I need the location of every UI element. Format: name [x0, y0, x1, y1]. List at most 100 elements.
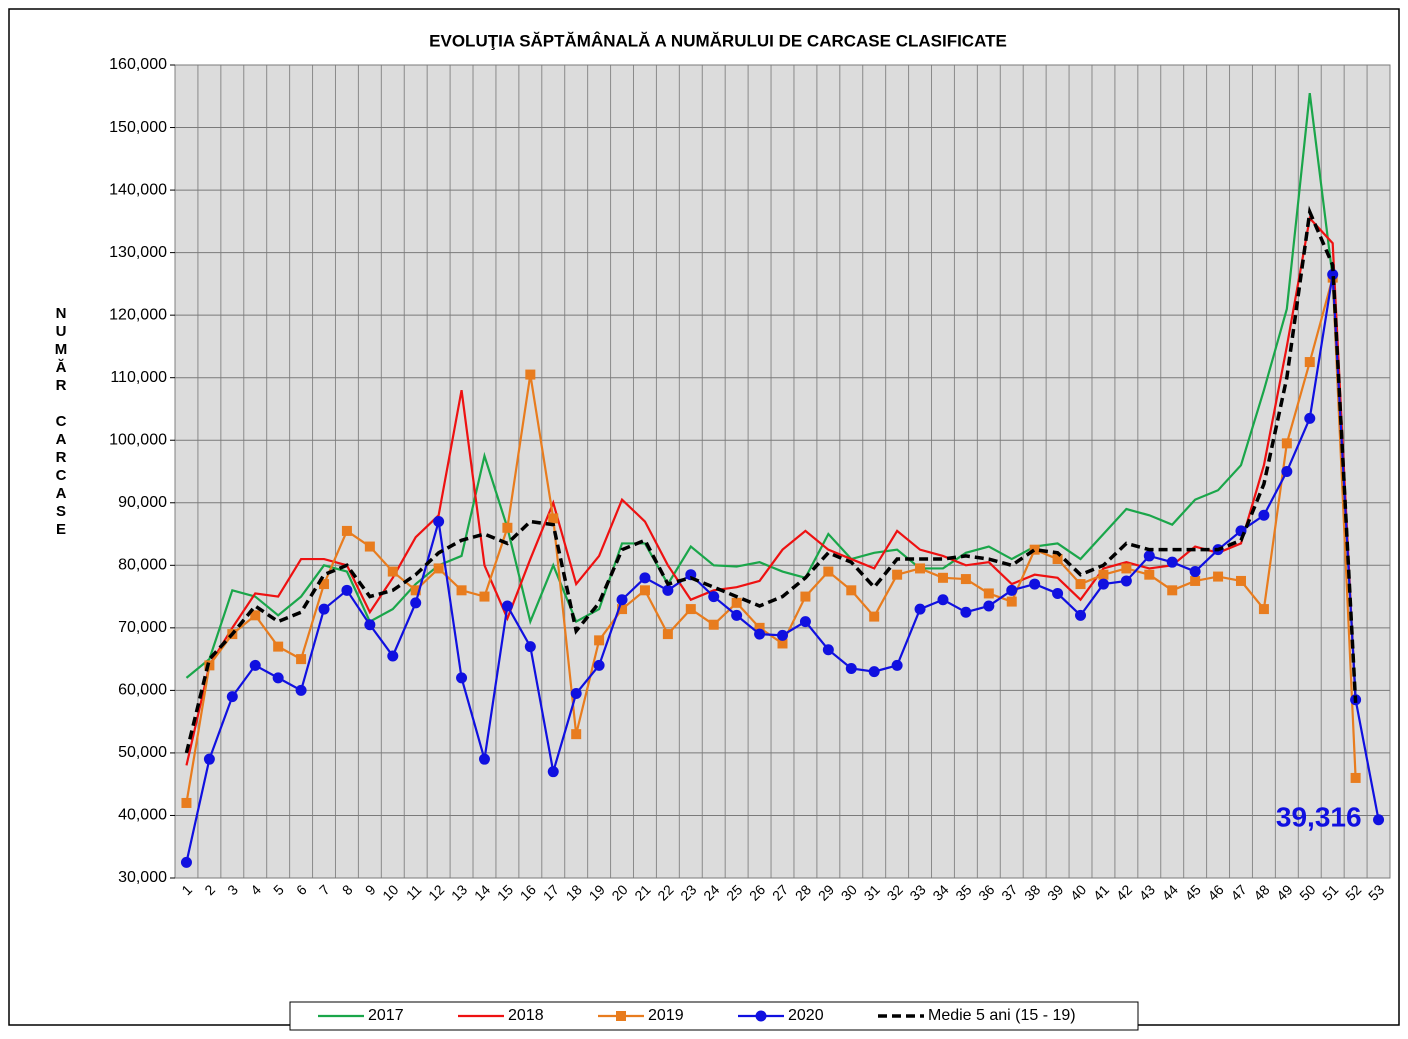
marker [1189, 566, 1201, 578]
y-tick-label: 80,000 [118, 557, 167, 574]
marker [1258, 509, 1270, 521]
marker [272, 672, 284, 684]
marker [1029, 578, 1041, 590]
y-tick-label: 40,000 [118, 807, 167, 824]
marker [456, 585, 467, 596]
marker [731, 609, 743, 621]
marker [273, 641, 284, 652]
y-tick-label: 110,000 [110, 369, 167, 386]
marker [822, 644, 834, 656]
y-tick-label: 50,000 [118, 744, 167, 761]
marker [1075, 609, 1087, 621]
marker [662, 584, 674, 596]
marker [364, 541, 375, 552]
marker [1350, 772, 1361, 783]
y-tick-label: 130,000 [109, 244, 167, 261]
marker [387, 566, 398, 577]
plot-area [174, 64, 1391, 879]
marker [433, 563, 444, 574]
marker [571, 729, 582, 740]
marker [570, 688, 582, 700]
marker [341, 584, 353, 596]
marker [708, 619, 719, 630]
y-tick-label: 160,000 [109, 56, 167, 73]
marker [845, 662, 857, 674]
y-tick-label: 70,000 [118, 619, 167, 636]
legend-label: 2017 [368, 1007, 404, 1024]
marker [501, 600, 513, 612]
marker [1373, 814, 1385, 826]
marker [410, 597, 422, 609]
marker [1258, 604, 1269, 615]
marker [983, 600, 995, 612]
marker [1235, 575, 1246, 586]
marker [891, 659, 903, 671]
marker [937, 572, 948, 583]
marker [479, 591, 490, 602]
marker [777, 629, 788, 641]
marker [1304, 412, 1316, 424]
marker [869, 611, 880, 622]
marker [662, 629, 673, 640]
marker [1097, 578, 1109, 590]
marker [639, 572, 651, 584]
marker [915, 563, 926, 574]
marker [639, 585, 650, 596]
legend-marker [616, 1011, 626, 1021]
marker [250, 610, 261, 621]
marker [1075, 579, 1086, 590]
marker [914, 603, 926, 615]
marker [1166, 556, 1178, 568]
marker [593, 659, 605, 671]
marker [799, 616, 811, 628]
legend-label: Medie 5 ani (15 - 19) [928, 1007, 1076, 1024]
legend-label: 2018 [508, 1007, 544, 1024]
marker [433, 516, 445, 528]
chart-title: EVOLUŢIA SĂPTĂMÂNALĂ A NUMĂRULUI DE CARC… [429, 31, 1007, 50]
marker [1052, 587, 1064, 599]
marker [1121, 563, 1132, 574]
y-tick-label: 100,000 [109, 431, 167, 448]
marker [983, 588, 994, 599]
marker [754, 628, 766, 640]
marker [960, 574, 971, 585]
marker [1190, 575, 1201, 586]
y-tick-label: 60,000 [118, 682, 167, 699]
marker [1327, 269, 1339, 281]
marker [1304, 357, 1315, 368]
data-label: 39,316 [1276, 802, 1362, 833]
marker [249, 659, 261, 671]
marker [318, 603, 330, 615]
marker [226, 691, 238, 703]
marker [777, 638, 788, 649]
marker [456, 672, 468, 684]
marker [868, 666, 880, 678]
y-axis-title: NUMĂR CARCASE [53, 305, 70, 539]
marker [823, 566, 834, 577]
legend: 2017 2018 2019 2020 Medie 5 ani (15 - 19) [289, 1001, 1139, 1031]
marker [617, 604, 628, 615]
marker [548, 513, 559, 524]
marker [296, 654, 307, 665]
legend-marker [755, 1010, 767, 1022]
marker [410, 585, 421, 596]
marker [364, 619, 376, 631]
marker [1120, 575, 1132, 587]
series-line [184, 205, 1358, 754]
legend-label: 2020 [788, 1007, 824, 1024]
marker [960, 606, 972, 618]
marker [1144, 569, 1155, 580]
marker [616, 594, 628, 606]
y-tick-label: 90,000 [118, 494, 167, 511]
marker [341, 525, 352, 536]
marker [846, 585, 857, 596]
marker [524, 641, 536, 653]
marker [937, 594, 949, 606]
marker [731, 597, 742, 608]
marker [1281, 438, 1292, 449]
marker [387, 650, 399, 662]
marker [295, 684, 307, 696]
marker [181, 797, 192, 808]
marker [1006, 596, 1017, 607]
